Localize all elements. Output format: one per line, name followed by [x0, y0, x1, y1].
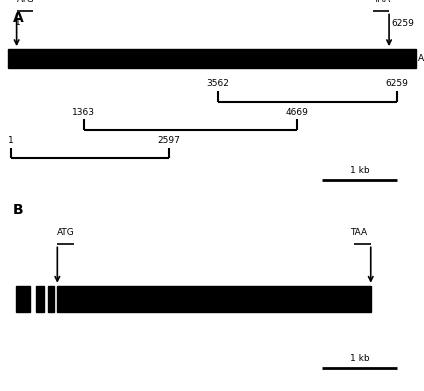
Text: 1 kb: 1 kb [350, 166, 369, 175]
Text: 1: 1 [14, 18, 20, 27]
Text: 1: 1 [8, 136, 14, 145]
Text: AAAAA: AAAAA [418, 54, 424, 63]
Bar [48, 286, 54, 312]
Text: 3562: 3562 [206, 79, 229, 88]
Text: 1 kb: 1 kb [350, 353, 369, 362]
Bar [36, 286, 44, 312]
Text: TAA: TAA [373, 0, 390, 4]
Text: ATG: ATG [17, 0, 34, 4]
Bar [57, 286, 371, 312]
Bar [16, 286, 30, 312]
Text: B: B [13, 203, 23, 217]
Bar [8, 49, 416, 68]
Text: 4669: 4669 [286, 108, 309, 117]
Text: TAA: TAA [350, 228, 368, 237]
Text: A: A [13, 11, 23, 25]
Text: 2597: 2597 [158, 136, 181, 145]
Text: 6259: 6259 [386, 79, 409, 88]
Text: 1363: 1363 [72, 108, 95, 117]
Text: 6259: 6259 [391, 19, 414, 28]
Text: ATG: ATG [57, 228, 75, 237]
